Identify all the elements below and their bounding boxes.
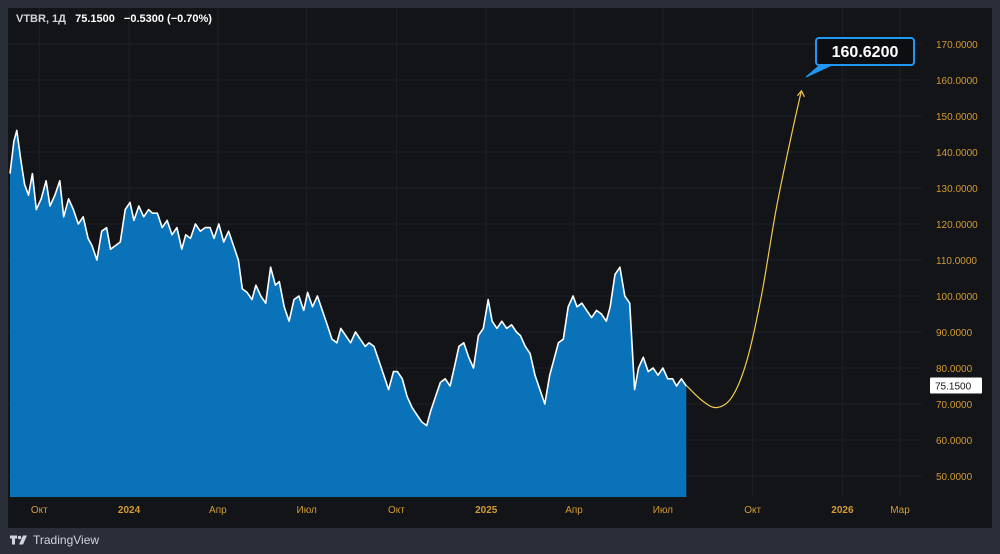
x-tick-label: Апр xyxy=(565,505,583,516)
last-price-badge xyxy=(930,377,982,394)
y-tick-label: 120.0000 xyxy=(936,220,978,231)
tradingview-icon xyxy=(10,535,27,545)
y-tick-label: 70.0000 xyxy=(936,400,973,411)
last-price-label: 75.1500 xyxy=(935,381,972,392)
y-tick-label: 160.0000 xyxy=(936,76,978,87)
symbol-label[interactable]: VTBR, 1Д xyxy=(16,13,67,25)
x-tick-label: Окт xyxy=(388,505,405,516)
brand-name: TradingView xyxy=(33,533,100,547)
x-tick-label: 2025 xyxy=(475,505,498,516)
x-tick-label: Мар xyxy=(890,505,910,516)
x-tick-label: Окт xyxy=(31,505,48,516)
x-tick-label: Апр xyxy=(209,505,227,516)
y-tick-label: 130.0000 xyxy=(936,184,978,195)
y-tick-label: 90.0000 xyxy=(936,328,973,339)
y-tick-label: 150.0000 xyxy=(936,112,978,123)
callout-pointer xyxy=(805,64,833,78)
y-tick-label: 60.0000 xyxy=(936,436,973,447)
y-tick-label: 100.0000 xyxy=(936,292,978,303)
y-tick-label: 110.0000 xyxy=(936,256,977,267)
forecast-curve xyxy=(685,90,802,409)
y-tick-label: 50.0000 xyxy=(936,472,973,483)
area-fill xyxy=(10,130,687,497)
y-tick-label: 170.0000 xyxy=(936,40,978,51)
footer-bar: TradingView xyxy=(0,528,1000,554)
chart-legend-header: VTBR, 1Д 75.1500 −0.5300 (−0.70%) xyxy=(16,13,212,25)
x-tick-label: 2024 xyxy=(118,505,141,516)
x-tick-label: Июл xyxy=(653,505,673,516)
y-tick-label: 80.0000 xyxy=(936,364,973,375)
price-value: 75.1500 xyxy=(75,13,115,25)
x-tick-label: 2026 xyxy=(831,505,854,516)
price-line xyxy=(9,129,687,427)
x-tick-label: Окт xyxy=(744,505,761,516)
forecast-arrowhead xyxy=(796,89,805,98)
target-callout xyxy=(815,37,915,66)
tradingview-logo[interactable]: TradingView xyxy=(10,533,99,547)
y-tick-label: 140.0000 xyxy=(936,148,978,159)
x-tick-label: Июл xyxy=(297,505,317,516)
price-change: −0.5300 (−0.70%) xyxy=(123,13,212,25)
target-value-label: 160.6200 xyxy=(832,44,899,61)
